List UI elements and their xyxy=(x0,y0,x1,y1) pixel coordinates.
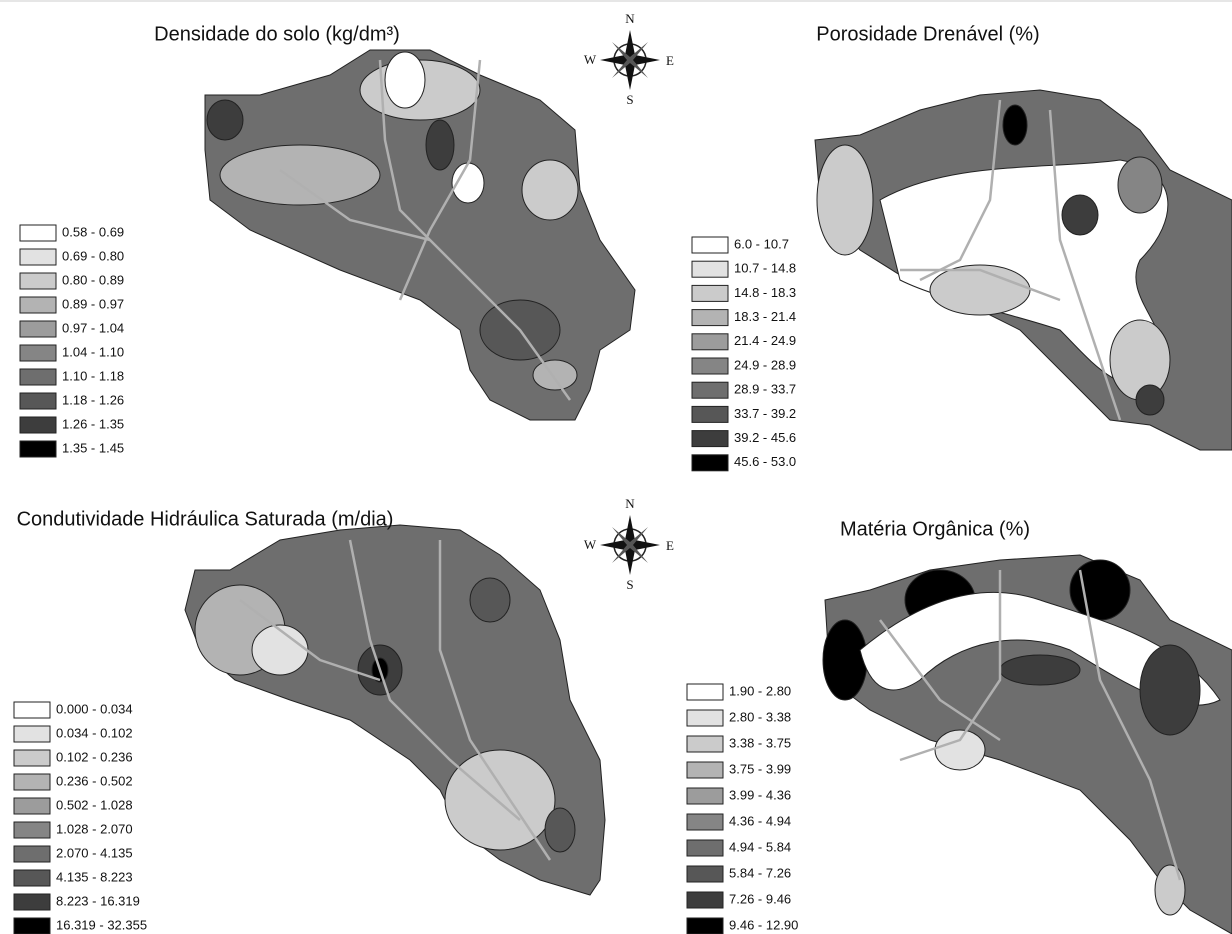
legend-swatch xyxy=(20,393,56,409)
figure: Densidade do solo (kg/dm³) 0.58 - 0.69 0.6… xyxy=(0,0,1232,934)
legend-swatch xyxy=(692,358,728,374)
legend-label: 0.58 - 0.69 xyxy=(62,224,124,239)
legend-label: 1.90 - 2.80 xyxy=(729,683,791,698)
legend-label: 6.0 - 10.7 xyxy=(734,236,789,251)
legend-label: 0.502 - 1.028 xyxy=(56,797,133,812)
legend-swatch xyxy=(20,417,56,433)
legend-swatch xyxy=(20,297,56,313)
legend-label: 16.319 - 32.355 xyxy=(56,917,147,932)
legend-label: 24.9 - 28.9 xyxy=(734,357,796,372)
legend-swatch xyxy=(20,441,56,457)
legend-swatch xyxy=(687,736,723,752)
compass-s: S xyxy=(626,92,633,107)
legend-label: 7.26 - 9.46 xyxy=(729,891,791,906)
legend-swatch xyxy=(687,710,723,726)
legend-swatch xyxy=(14,726,50,742)
legend-swatch xyxy=(14,846,50,862)
legend-swatch xyxy=(687,684,723,700)
legend-swatch xyxy=(14,918,50,934)
legend-label: 1.028 - 2.070 xyxy=(56,821,133,836)
legend-label: 1.26 - 1.35 xyxy=(62,416,124,431)
compass-w: W xyxy=(584,537,597,552)
legend-label: 2.80 - 3.38 xyxy=(729,709,791,724)
legend-swatch xyxy=(20,345,56,361)
legend-swatch xyxy=(687,840,723,856)
legend-label: 21.4 - 24.9 xyxy=(734,333,796,348)
legend-label: 0.80 - 0.89 xyxy=(62,272,124,287)
panel-title: Porosidade Drenável (%) xyxy=(816,23,1039,45)
compass-e: E xyxy=(666,538,674,553)
legend-label: 5.84 - 7.26 xyxy=(729,865,791,880)
legend-label: 45.6 - 53.0 xyxy=(734,454,796,469)
legend-label: 39.2 - 45.6 xyxy=(734,430,796,445)
legend-swatch xyxy=(687,814,723,830)
legend-swatch xyxy=(687,788,723,804)
legend-swatch xyxy=(692,455,728,471)
legend-label: 8.223 - 16.319 xyxy=(56,893,140,908)
legend-label: 18.3 - 21.4 xyxy=(734,309,796,324)
legend-swatch xyxy=(687,866,723,882)
legend-swatch xyxy=(692,406,728,422)
legend-swatch xyxy=(14,750,50,766)
legend-swatch xyxy=(20,225,56,241)
panel-title: Densidade do solo (kg/dm³) xyxy=(154,23,400,45)
compass-n: N xyxy=(625,11,635,26)
map-porosity xyxy=(815,90,1232,450)
legend-label: 0.034 - 0.102 xyxy=(56,725,133,740)
legend-swatch xyxy=(687,762,723,778)
legend-label: 4.94 - 5.84 xyxy=(729,839,791,854)
legend-label: 1.35 - 1.45 xyxy=(62,440,124,455)
legend-swatch xyxy=(14,774,50,790)
legend-swatch xyxy=(687,892,723,908)
compass-w: W xyxy=(584,52,597,67)
compass-rose xyxy=(600,515,660,575)
legend-label: 10.7 - 14.8 xyxy=(734,261,796,276)
legend-swatch xyxy=(14,798,50,814)
legend-swatch xyxy=(692,382,728,398)
legend-swatch xyxy=(14,894,50,910)
legend-label: 0.102 - 0.236 xyxy=(56,749,133,764)
legend-label: 0.236 - 0.502 xyxy=(56,773,133,788)
legend-label: 0.69 - 0.80 xyxy=(62,248,124,263)
legend-label: 28.9 - 33.7 xyxy=(734,382,796,397)
map-conductivity xyxy=(185,525,605,895)
legend-swatch xyxy=(14,702,50,718)
legend-swatch xyxy=(692,261,728,277)
legend-label: 9.46 - 12.90 xyxy=(729,917,798,932)
legend-swatch xyxy=(20,273,56,289)
map-organic-matter xyxy=(823,555,1232,934)
legend-swatch xyxy=(20,369,56,385)
legend-label: 3.99 - 4.36 xyxy=(729,787,791,802)
legend-swatch xyxy=(692,334,728,350)
legend-swatch xyxy=(692,285,728,301)
legend-label: 2.070 - 4.135 xyxy=(56,845,133,860)
compass-rose xyxy=(600,30,660,90)
legend-swatch xyxy=(14,870,50,886)
legend-swatch xyxy=(692,431,728,447)
legend-swatch xyxy=(692,310,728,326)
legend-swatch xyxy=(14,822,50,838)
legend-swatch xyxy=(20,249,56,265)
legend-label: 14.8 - 18.3 xyxy=(734,285,796,300)
compass-e: E xyxy=(666,53,674,68)
legend-label: 3.38 - 3.75 xyxy=(729,735,791,750)
legend-label: 1.04 - 1.10 xyxy=(62,344,124,359)
legend-label: 4.135 - 8.223 xyxy=(56,869,133,884)
legend-label: 0.97 - 1.04 xyxy=(62,320,124,335)
legend-label: 1.18 - 1.26 xyxy=(62,392,124,407)
legend-label: 0.89 - 0.97 xyxy=(62,296,124,311)
legend-swatch xyxy=(687,918,723,934)
panel-title: Matéria Orgânica (%) xyxy=(840,518,1030,540)
legend-label: 33.7 - 39.2 xyxy=(734,406,796,421)
compass-s: S xyxy=(626,577,633,592)
legend-label: 0.000 - 0.034 xyxy=(56,701,133,716)
compass-n: N xyxy=(625,496,635,511)
panel-title: Condutividade Hidráulica Saturada (m/dia… xyxy=(17,508,394,530)
map-density xyxy=(205,50,635,420)
legend-label: 1.10 - 1.18 xyxy=(62,368,124,383)
legend-swatch xyxy=(692,237,728,253)
legend-label: 3.75 - 3.99 xyxy=(729,761,791,776)
legend-swatch xyxy=(20,321,56,337)
legend-label: 4.36 - 4.94 xyxy=(729,813,791,828)
